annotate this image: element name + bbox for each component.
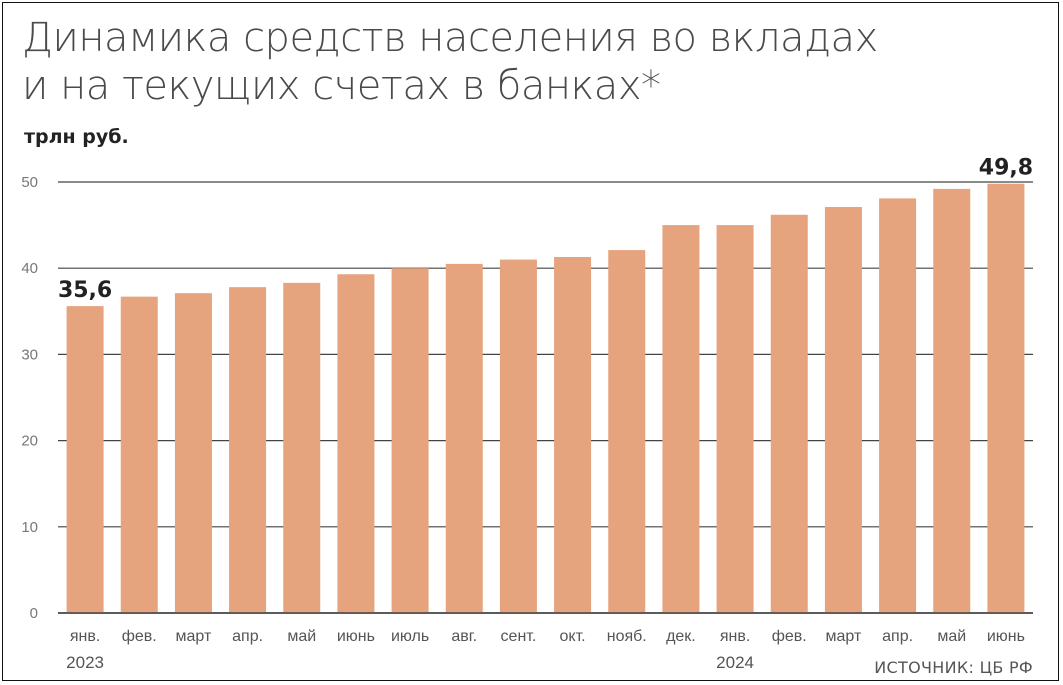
bar	[337, 274, 375, 613]
y-tick-label: 20	[21, 433, 38, 450]
x-tick-label: сент.	[501, 628, 537, 645]
x-tick-label: авг.	[451, 628, 477, 645]
y-tick-label: 10	[21, 519, 38, 536]
chart-title-line-1: Динамика средств населения во вкладах	[22, 15, 878, 61]
bar	[283, 282, 321, 613]
x-tick-label: янв.	[720, 628, 750, 645]
bar	[391, 268, 429, 613]
x-tick-label: окт.	[560, 628, 586, 645]
x-tick-label: май	[937, 628, 966, 645]
y-tick-label: 40	[21, 260, 38, 277]
y-tick-label: 50	[21, 174, 38, 191]
unit-label: трлн руб.	[24, 126, 129, 148]
x-tick-label: янв.	[70, 628, 100, 645]
bar	[662, 225, 700, 613]
year-label: 2023	[66, 653, 104, 672]
bar	[879, 198, 917, 614]
bar	[770, 214, 808, 614]
bar	[499, 259, 537, 613]
x-tick-label: апр.	[882, 628, 913, 645]
bar	[174, 293, 212, 613]
x-tick-label: нояб.	[607, 628, 647, 645]
x-tick-label: июнь	[337, 628, 375, 645]
bar	[66, 306, 104, 613]
x-tick-label: март	[826, 628, 862, 645]
bar	[716, 225, 754, 613]
bar	[987, 183, 1025, 613]
bar	[120, 296, 158, 613]
bar	[608, 250, 646, 613]
data-label: 49,8	[979, 156, 1033, 181]
chart-title: Динамика средств населения во вкладах и …	[22, 14, 878, 110]
bar	[229, 287, 267, 613]
chart-title-line-2: и на текущих счетах в банках*	[22, 63, 661, 109]
bar	[933, 188, 971, 613]
x-tick-label: дек.	[666, 628, 696, 645]
x-tick-label: март	[176, 628, 212, 645]
data-label: 35,6	[58, 278, 112, 303]
x-tick-label: июль	[391, 628, 429, 645]
year-label: 2024	[716, 653, 754, 672]
x-tick-label: май	[287, 628, 316, 645]
x-tick-label: апр.	[232, 628, 263, 645]
bar	[445, 263, 483, 613]
y-tick-label: 30	[21, 346, 38, 363]
x-tick-label: фев.	[772, 628, 807, 645]
bar	[554, 256, 592, 613]
x-tick-label: июнь	[987, 628, 1025, 645]
bar	[824, 206, 862, 614]
x-tick-label: фев.	[122, 628, 157, 645]
source-label: ИСТОЧНИК: ЦБ РФ	[874, 658, 1033, 677]
y-tick-label: 0	[30, 605, 38, 622]
